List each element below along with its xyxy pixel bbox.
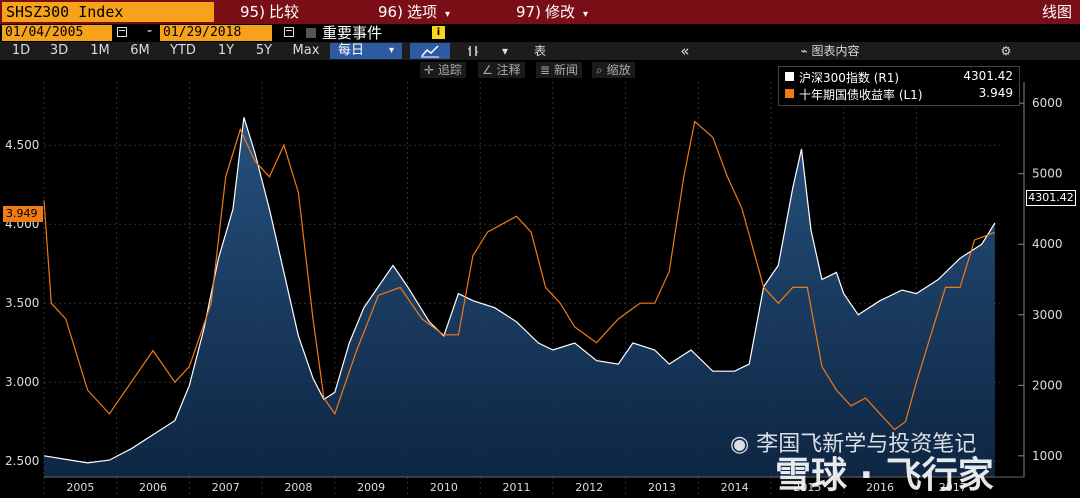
legend-swatch-index: [785, 72, 794, 81]
legend-swatch-yield: [785, 89, 794, 98]
right-tick-label: 1000: [1032, 449, 1063, 463]
right-tick-label: 2000: [1032, 378, 1063, 392]
watermark-line2: 雪球 · 飞行家: [775, 455, 994, 496]
range-3d-button[interactable]: 3D: [49, 43, 69, 58]
news-tool[interactable]: ≣ 新闻: [536, 62, 582, 78]
x-axis: 2005 2006 2007 2008 2009 2010 2011 2012 2013 2014…: [44, 476, 1024, 494]
index-area: [44, 117, 995, 478]
frequency-value: 每日: [338, 43, 365, 58]
x-tick-label: 2016: [866, 481, 894, 494]
events-checkbox[interactable]: [306, 28, 316, 38]
calendar-icon[interactable]: [284, 27, 294, 37]
chart-content-icon: ⌁: [800, 44, 812, 58]
edit-number: 97): [516, 3, 541, 21]
zoom-icon: ⌕: [596, 63, 603, 77]
x-tick-label: 2011: [503, 481, 531, 494]
table-button[interactable]: 表: [533, 44, 546, 58]
x-tick-label: 2010: [430, 481, 458, 494]
compare-label: 比较: [268, 3, 299, 21]
chart-type-label[interactable]: 线图: [1041, 3, 1072, 21]
legend-index-value: 4301.42: [963, 69, 1013, 83]
x-tick-label: 2014: [721, 481, 749, 494]
ticker-field[interactable]: SHSZ300 Index: [2, 2, 214, 22]
range-1d-button[interactable]: 1D: [11, 43, 31, 58]
x-tick-label: 2013: [648, 481, 676, 494]
left-tick-label: 4.500: [5, 138, 39, 152]
edit-label: 修改: [544, 3, 575, 21]
range-toolbar: [0, 42, 1080, 60]
range-ytd-button[interactable]: YTD: [170, 43, 196, 58]
crosshair-icon: ✛: [424, 63, 435, 77]
bar-style-icon[interactable]: [455, 43, 491, 59]
news-label: 新闻: [553, 63, 578, 77]
frequency-select[interactable]: 每日 ▾: [330, 43, 402, 59]
calendar-icon[interactable]: [117, 27, 127, 37]
zoom-tool[interactable]: ⌕ 缩放: [592, 62, 635, 78]
edit-dropdown-icon: ▾: [582, 9, 588, 20]
gear-icon[interactable]: ⚙: [1000, 44, 1012, 58]
date-separator: -: [147, 23, 153, 39]
compare-number: 95): [240, 3, 265, 21]
yield-line: [43, 120, 996, 431]
wechat-icon: ◉: [730, 432, 757, 457]
compare-button[interactable]: 95) 比较: [240, 0, 299, 24]
edit-button[interactable]: 97) 修改 ▾: [516, 0, 588, 24]
right-tick-label: 5000: [1032, 167, 1063, 181]
options-label: 选项: [406, 3, 437, 21]
info-icon[interactable]: i: [432, 26, 445, 39]
events-label: 重要事件: [322, 24, 383, 42]
last-index-badge: 4301.42: [1026, 190, 1076, 206]
left-tick-label: 3.500: [5, 296, 39, 310]
chevron-down-icon[interactable]: ▾: [501, 44, 509, 58]
annotate-tool[interactable]: ∠ 注释: [478, 62, 525, 78]
index-line: [43, 117, 996, 464]
annotate-label: 注释: [496, 63, 521, 77]
pen-icon: ∠: [482, 63, 493, 77]
x-tick-label: 2006: [139, 481, 167, 494]
watermark-line1: ◉ 李国飞新学与投资笔记: [730, 426, 976, 458]
range-5y-button[interactable]: 5Y: [255, 43, 273, 58]
right-tick-label: 4000: [1032, 237, 1063, 251]
x-tick-label: 2017: [939, 481, 967, 494]
legend-yield-name: 十年期国债收益率 (L1): [799, 88, 923, 102]
range-1y-button[interactable]: 1Y: [217, 43, 235, 58]
collapse-icon[interactable]: «: [680, 42, 690, 60]
options-button[interactable]: 96) 选项 ▾: [378, 0, 450, 24]
chart-legend: 沪深300指数 (R1) 4301.42 十年期国债收益率 (L1) 3.949: [778, 66, 1020, 106]
line-chart-icon[interactable]: [410, 43, 450, 59]
left-tick-label: 2.500: [5, 454, 39, 468]
options-number: 96): [378, 3, 403, 21]
watermark-text1: 李国飞新学与投资笔记: [756, 432, 977, 457]
right-tick-label: 3000: [1032, 308, 1063, 322]
range-1m-button[interactable]: 1M: [90, 43, 110, 58]
legend-index-name: 沪深300指数 (R1): [799, 71, 900, 85]
x-tick-label: 2009: [357, 481, 385, 494]
zoom-label: 缩放: [606, 63, 631, 77]
last-yield-badge: 3.949: [3, 206, 43, 222]
track-label: 追踪: [437, 63, 462, 77]
start-date-input[interactable]: 01/04/2005: [2, 25, 112, 41]
end-date-input[interactable]: 01/29/2018: [160, 25, 272, 41]
options-dropdown-icon: ▾: [444, 9, 450, 20]
x-tick-label: 2007: [212, 481, 240, 494]
range-max-button[interactable]: Max: [292, 43, 320, 58]
x-tick-label: 2008: [284, 481, 312, 494]
news-icon: ≣: [540, 63, 551, 77]
chart-content-button[interactable]: ⌁ 图表内容: [780, 43, 880, 59]
chart-content-label: 图表内容: [811, 44, 860, 58]
x-tick-label: 2015: [793, 481, 821, 494]
range-6m-button[interactable]: 6M: [130, 43, 150, 58]
left-tick-label: 3.000: [5, 375, 39, 389]
x-tick-label: 2012: [575, 481, 603, 494]
right-tick-label: 6000: [1032, 96, 1063, 110]
track-tool[interactable]: ✛ 追踪: [420, 62, 466, 78]
right-axis: 6000 5000 4000 3000 2000 1000: [1018, 82, 1063, 477]
x-tick-label: 2005: [66, 481, 94, 494]
legend-yield-value: 3.949: [978, 86, 1013, 100]
chevron-down-icon: ▾: [388, 45, 394, 56]
